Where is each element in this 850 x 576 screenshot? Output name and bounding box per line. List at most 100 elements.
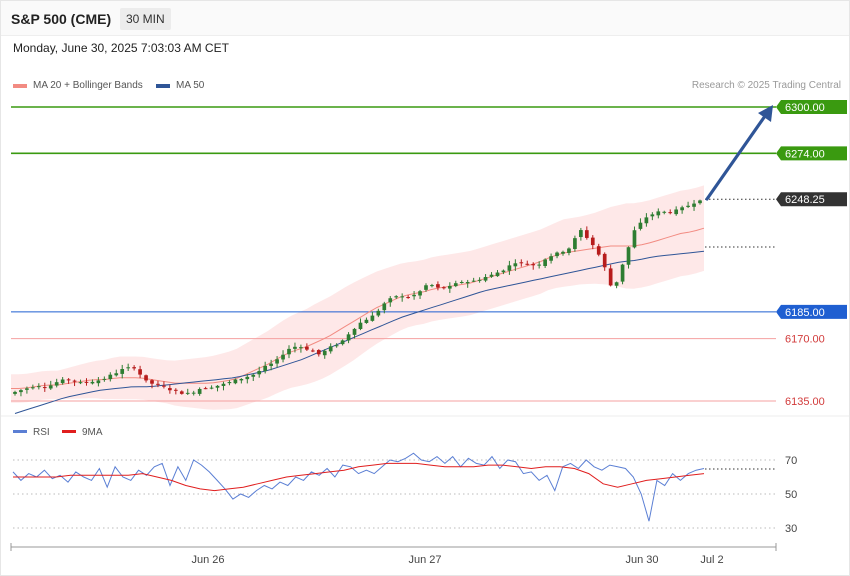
- candle: [197, 387, 202, 396]
- candle-body: [400, 296, 405, 298]
- candle: [120, 364, 125, 379]
- ma50-label: MA 50: [176, 80, 205, 91]
- candle-body: [251, 374, 256, 377]
- candle: [185, 388, 190, 396]
- candle: [692, 199, 696, 211]
- candle: [340, 339, 345, 346]
- candle: [310, 348, 315, 353]
- candle-body: [620, 264, 625, 282]
- ma20-line: [11, 227, 705, 389]
- candle: [263, 361, 268, 374]
- candle-body: [662, 211, 667, 213]
- candle-body: [287, 348, 291, 355]
- candle: [418, 289, 422, 299]
- candle: [430, 283, 434, 288]
- candle-body: [567, 248, 571, 253]
- timeframe-badge[interactable]: 30 MIN: [120, 8, 171, 30]
- candle-body: [120, 369, 125, 374]
- candle-body: [72, 380, 77, 382]
- candle: [584, 226, 589, 240]
- candle: [364, 317, 369, 324]
- candle-body: [322, 350, 327, 356]
- candle-body: [132, 367, 136, 369]
- rsi-ma-legend-label: 9MA: [82, 427, 103, 438]
- candle: [257, 366, 262, 378]
- candle-body: [471, 280, 476, 282]
- candle-body: [376, 310, 381, 316]
- resistance-label: 6300.00: [785, 102, 825, 114]
- candle-body: [638, 222, 643, 229]
- candle: [394, 295, 399, 299]
- candle-body: [36, 386, 41, 388]
- candle-body: [573, 238, 577, 250]
- timestamp: Monday, June 30, 2025 7:03:03 AM CET: [13, 41, 229, 55]
- x-tick-label: Jun 30: [625, 554, 658, 566]
- candle-body: [406, 297, 410, 299]
- candle-body: [66, 379, 71, 381]
- x-axis: Jun 26 Jun 27 Jun 30 Jul 2: [1, 415, 849, 566]
- arrow-head: [758, 105, 773, 122]
- candle-body: [561, 251, 565, 254]
- candle-body: [513, 263, 518, 267]
- ma50-swatch: [156, 83, 170, 88]
- candle-body: [668, 212, 673, 214]
- support-label: 6135.00: [785, 396, 825, 408]
- research-credit: Research © 2025 Trading Central: [691, 80, 841, 91]
- bollinger-bands: [11, 185, 704, 410]
- support-label: 6170.00: [785, 334, 825, 346]
- candle: [537, 261, 542, 269]
- candle: [287, 345, 291, 359]
- candle: [662, 210, 667, 215]
- candle: [245, 374, 250, 384]
- candle-body: [144, 375, 148, 381]
- candle: [78, 379, 83, 385]
- candle-body: [459, 282, 464, 284]
- candle-body: [495, 272, 500, 277]
- candle-body: [483, 277, 488, 281]
- rsi-ma-swatch: [62, 430, 76, 433]
- candle-body: [644, 217, 649, 224]
- candle: [60, 377, 65, 385]
- candle-body: [596, 246, 601, 255]
- candle: [573, 235, 577, 252]
- candle: [382, 301, 387, 314]
- x-tick-label: Jul 2: [700, 554, 723, 566]
- candle-body: [418, 291, 422, 296]
- candle: [31, 384, 35, 390]
- candle: [626, 246, 631, 269]
- candle-body: [233, 379, 238, 384]
- candle-body: [191, 392, 196, 394]
- candle-body: [525, 263, 530, 265]
- candle-body: [245, 376, 250, 380]
- candle-body: [25, 388, 29, 390]
- candle-body: [507, 265, 512, 271]
- candle: [602, 252, 607, 271]
- candle-body: [477, 279, 482, 281]
- candle: [352, 327, 357, 339]
- candle-body: [388, 298, 393, 303]
- ma20-label: MA 20 + Bollinger Bands: [33, 80, 143, 91]
- candle-body: [168, 388, 172, 391]
- candle-body: [257, 370, 262, 375]
- candle: [173, 388, 178, 395]
- candle-body: [299, 347, 303, 349]
- candle: [650, 212, 655, 221]
- candle: [638, 218, 643, 231]
- last-price-tag: [776, 192, 847, 207]
- rsi-tick-label: 50: [785, 489, 797, 501]
- candle: [42, 382, 47, 392]
- candle-body: [90, 381, 95, 384]
- candle: [561, 250, 565, 256]
- candle-body: [209, 387, 214, 389]
- candle-body: [519, 262, 524, 264]
- candle: [543, 258, 547, 268]
- candle-body: [263, 365, 268, 372]
- candle-body: [430, 285, 434, 287]
- candle-body: [19, 390, 23, 393]
- candle-body: [608, 268, 613, 286]
- candle: [299, 344, 303, 353]
- candle-body: [453, 283, 458, 287]
- candle-body: [150, 380, 154, 384]
- candle: [686, 201, 690, 209]
